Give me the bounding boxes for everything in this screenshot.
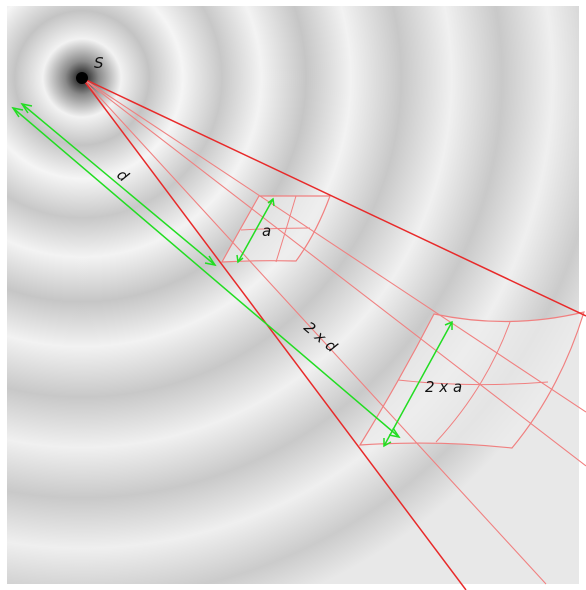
arrowhead [444, 320, 453, 330]
arrowhead [383, 438, 392, 448]
arrowhead [204, 255, 217, 267]
outer-ray-lower [81, 77, 467, 590]
near-patch-gridline [240, 227, 311, 231]
side-2a-arrow [383, 321, 453, 447]
arrowhead [388, 427, 401, 439]
outer-ray-upper [81, 77, 586, 317]
far-patch-gridline [397, 379, 549, 386]
arrowhead [20, 102, 33, 114]
arrowhead [267, 197, 275, 207]
inner-ray [81, 77, 586, 413]
side-a-arrow [237, 198, 274, 263]
far-area-patch [358, 311, 585, 449]
inner-ray [81, 77, 586, 467]
source-label: S [94, 54, 104, 72]
distance-d-arrow [21, 103, 216, 266]
wave-field-background [7, 6, 579, 584]
far-patch-gridline [435, 321, 511, 443]
side-a-label: a [262, 222, 271, 240]
near-patch-gridline [275, 195, 297, 263]
source-point [76, 72, 88, 84]
near-area-patch [220, 195, 331, 263]
arrowhead [11, 106, 24, 118]
distance-2d-arrow [12, 107, 400, 438]
inner-ray [81, 77, 547, 585]
dimension-lines [11, 102, 453, 448]
side-2a-label: 2 x a [425, 378, 462, 396]
arrowhead [236, 254, 244, 264]
inner-rays [81, 77, 586, 585]
